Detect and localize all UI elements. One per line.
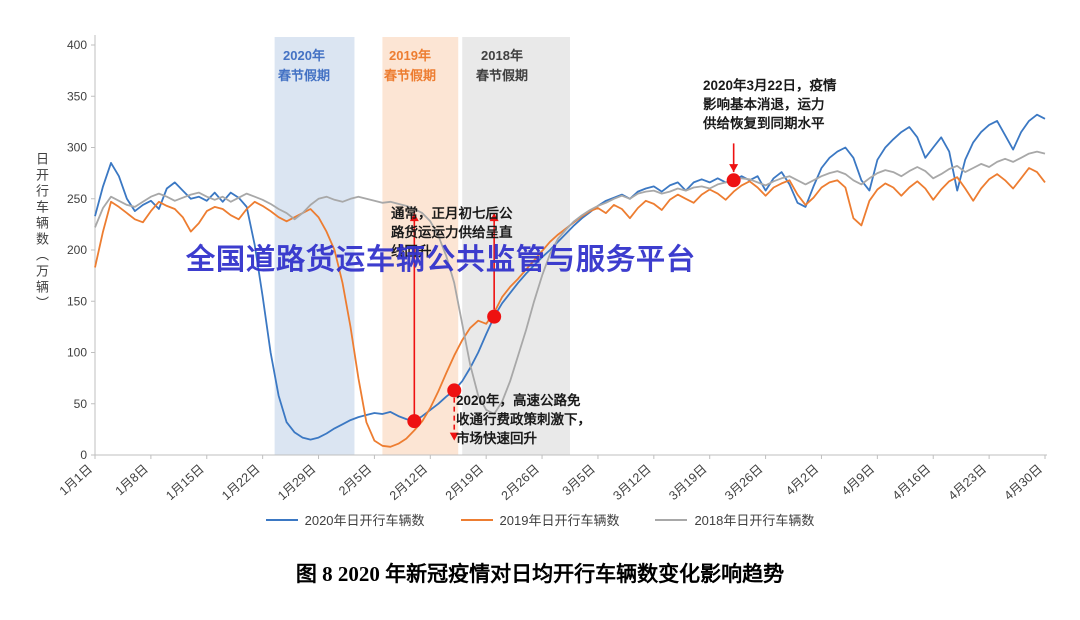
series-line-2020 (94, 113, 1046, 441)
legend-item-2019: 2019年日开行车辆数 (460, 510, 620, 529)
chart-area: 0 50 100 150 200 250 300 350 400 1月1日 1月8日 1月15日 1月2… (0, 35, 1080, 529)
series-line-2018 (94, 150, 1046, 415)
x-tick-label: 2月12日 (387, 462, 430, 503)
y-tick-label: 350 (67, 89, 87, 103)
x-tick-label: 3月19日 (666, 462, 709, 503)
event-marker (487, 309, 502, 324)
x-tick-label: 1月22日 (219, 462, 262, 503)
y-tick-label: 0 (80, 448, 87, 462)
x-tick-label: 4月23日 (946, 462, 989, 503)
band-label-2019-holiday: 2019年 春节假期 (384, 48, 437, 83)
figure-caption: 图 8 2020 年新冠疫情对日均开行车辆数变化影响趋势 (295, 562, 785, 586)
event-arrowhead (449, 432, 459, 441)
y-tick-label: 300 (67, 141, 87, 155)
x-tick-label: 2月5日 (336, 462, 374, 498)
band-label-2018-holiday: 2018年 春节假期 (476, 48, 529, 83)
event-marker (407, 414, 422, 429)
legend-swatch-2018 (655, 518, 688, 521)
x-tick-label: 3月12日 (610, 462, 653, 503)
holiday-band-2018 (462, 37, 570, 455)
x-tick-label: 3月5日 (560, 462, 598, 498)
annotation-mar22-recovery: 2020年3月22日，疫情 影响基本消退，运力 供给恢复到同期水平 (703, 78, 837, 132)
holiday-band-2019 (382, 37, 459, 455)
event-marker (726, 173, 741, 188)
x-tick-label: 4月30日 (1002, 462, 1045, 503)
annotation-toll-free-policy: 2020年，高速公路免 收通行费政策刺激下， 市场快速回升 (456, 393, 591, 447)
event-marker (447, 383, 462, 398)
event-arrowhead (409, 213, 419, 222)
y-axis-title: 日开行车辆数（万辆） (34, 152, 49, 312)
x-tick-label: 4月9日 (839, 462, 877, 498)
x-tick-label: 4月2日 (783, 462, 821, 498)
y-tick-label: 100 (67, 346, 87, 360)
legend-label-2018: 2018年日开行车辆数 (694, 513, 815, 528)
legend-label-2019: 2019年日开行车辆数 (499, 513, 620, 528)
legend-label-2020: 2020年日开行车辆数 (304, 513, 425, 528)
event-arrowhead (489, 213, 499, 222)
event-arrowhead (729, 164, 739, 173)
x-tick-label: 2月26日 (499, 462, 542, 503)
holiday-band-2020 (274, 37, 355, 455)
watermark-text: 全国道路货运车辆公共监管与服务平台 (186, 244, 697, 276)
line-chart: 0 50 100 150 200 250 300 350 400 1月1日 1月8日 1月15日 1月2… (57, 35, 1047, 503)
x-tick-label: 1月29日 (275, 462, 318, 503)
y-tick-label: 50 (74, 397, 88, 411)
y-tick-label: 250 (67, 192, 87, 206)
y-tick-label: 150 (67, 294, 87, 308)
y-tick-label: 400 (67, 38, 87, 52)
x-tick-label: 1月15日 (163, 462, 206, 503)
legend-swatch-2019 (460, 518, 493, 521)
chart-legend: 2020年日开行车辆数 2019年日开行车辆数 2018年日开行车辆数 (0, 510, 1080, 529)
x-tick-label: 3月26日 (722, 462, 765, 503)
x-tick-label: 4月16日 (890, 462, 933, 503)
x-tick-label: 1月1日 (57, 462, 95, 498)
legend-item-2018: 2018年日开行车辆数 (655, 510, 814, 529)
legend-swatch-2020 (265, 518, 298, 521)
x-tick-label: 2月19日 (443, 462, 486, 503)
legend-item-2020: 2020年日开行车辆数 (265, 510, 425, 529)
y-tick-label: 200 (67, 243, 87, 257)
x-tick-label: 1月8日 (113, 462, 151, 498)
annotation-usual-rebound: 通常，正月初七后公 路货运运力供给呈直 线回升 (391, 206, 513, 260)
band-label-2020-holiday: 2020年 春节假期 (278, 48, 331, 83)
